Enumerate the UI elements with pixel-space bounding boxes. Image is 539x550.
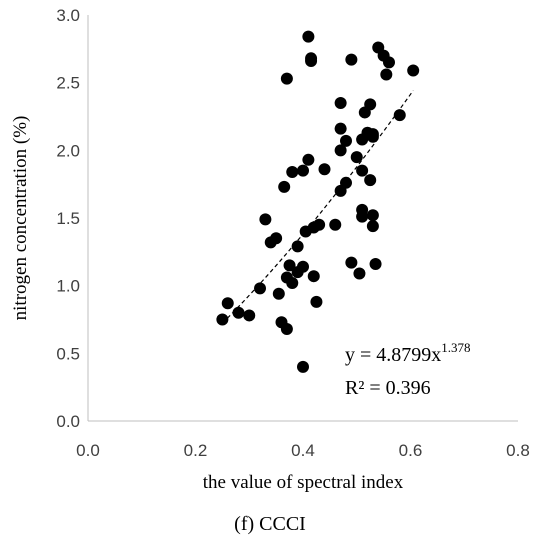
data-point	[291, 240, 304, 253]
data-point	[383, 56, 395, 69]
data-point	[259, 213, 272, 226]
data-point	[364, 174, 377, 187]
data-point	[318, 163, 331, 176]
plot-area: 0.0 0.5 1.0 1.5 2.0 2.5 3.0 0.0 0.2 0.4 0.6 0.8	[56, 6, 529, 460]
y-tick-label: 1.5	[56, 209, 80, 228]
data-point	[340, 134, 352, 147]
data-point	[356, 203, 369, 216]
data-point	[286, 165, 299, 178]
y-tick-label: 1.0	[56, 277, 80, 296]
trend-equation: y = 4.8799x1.378	[345, 340, 471, 366]
data-point	[305, 55, 318, 68]
y-tick-label: 0.0	[56, 412, 80, 431]
x-tick-label: 0.0	[76, 441, 100, 460]
data-point	[297, 260, 309, 273]
data-point	[334, 96, 347, 109]
data-point	[407, 64, 420, 77]
data-point	[232, 306, 245, 319]
data-point	[334, 144, 347, 157]
data-point	[254, 282, 266, 295]
y-tick-label: 2.5	[56, 74, 80, 93]
x-tick-label: 0.8	[506, 441, 530, 460]
data-point	[345, 53, 358, 66]
data-point	[366, 130, 379, 143]
data-point	[329, 218, 342, 231]
data-point	[297, 360, 309, 373]
data-point	[366, 220, 379, 233]
x-tick-label: 0.6	[399, 441, 423, 460]
data-point	[272, 287, 285, 300]
data-point	[334, 122, 347, 135]
data-point	[302, 30, 315, 43]
data-point	[243, 309, 256, 322]
chart-caption: (f) CCCI	[234, 513, 306, 535]
data-point	[302, 153, 315, 166]
data-point	[283, 259, 296, 272]
x-tick-label: 0.4	[291, 441, 315, 460]
data-point	[340, 176, 352, 189]
data-point	[366, 209, 379, 222]
x-tick-labels: 0.0 0.2 0.4 0.6 0.8	[76, 441, 530, 460]
trendline	[221, 90, 414, 324]
data-point	[350, 151, 363, 164]
data-point	[270, 232, 283, 245]
data-point	[297, 164, 309, 177]
data-point	[313, 218, 326, 231]
data-point	[353, 267, 366, 280]
data-point	[280, 72, 293, 85]
data-point	[221, 297, 234, 310]
data-point	[369, 258, 382, 271]
data-points	[216, 30, 420, 373]
data-point	[307, 270, 320, 283]
x-tick-label: 0.2	[184, 441, 208, 460]
data-point	[286, 276, 299, 289]
data-point	[345, 256, 358, 269]
data-point	[356, 164, 369, 177]
data-point	[364, 98, 377, 111]
data-point	[310, 295, 323, 308]
data-point	[380, 68, 393, 81]
y-tick-labels: 0.0 0.5 1.0 1.5 2.0 2.5 3.0	[56, 6, 80, 431]
data-point	[280, 322, 293, 335]
data-point	[216, 313, 229, 326]
data-point	[278, 180, 291, 193]
y-axis-title: nitrogen concentration (%)	[10, 116, 31, 321]
y-tick-label: 0.5	[56, 344, 80, 363]
data-point	[393, 109, 406, 122]
trend-equation-main: y = 4.8799x	[345, 344, 441, 366]
x-axis-title: the value of spectral index	[203, 472, 404, 493]
y-tick-label: 2.0	[56, 141, 80, 160]
trend-equation-exponent: 1.378	[441, 340, 470, 355]
y-tick-label: 3.0	[56, 6, 80, 25]
r-squared: R² = 0.396	[345, 377, 431, 399]
